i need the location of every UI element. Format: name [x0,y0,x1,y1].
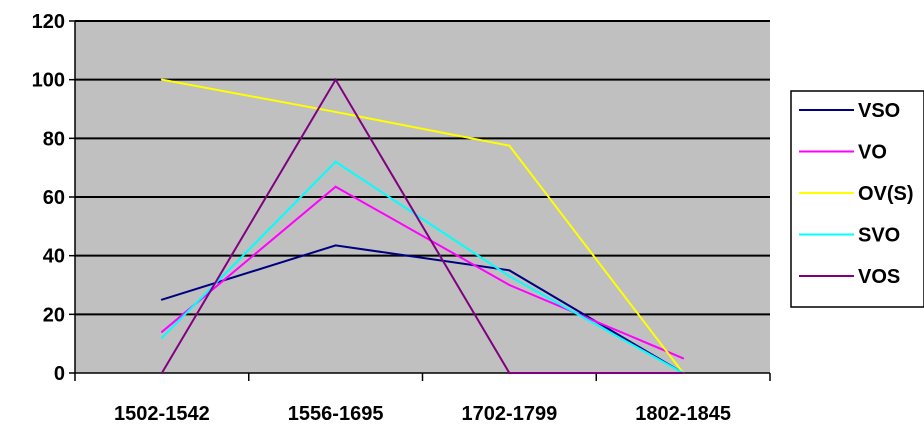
series-line-ovs [161,78,684,374]
legend-label: VOS [858,266,900,288]
data-point [160,372,163,374]
x-tick-label: 1502-1542 [114,403,210,425]
axes: 0 20 40 60 80 100 120 1502-1542 1556-1695 1702-17… [32,11,771,425]
legend-label: VSO [858,100,900,122]
data-point [508,144,511,147]
data-point [334,185,337,188]
y-tick-label: 80 [43,128,65,150]
y-tick-label: 40 [43,246,65,268]
y-tick-label: 60 [43,187,65,209]
x-tick-label: 1702-1799 [462,403,558,425]
data-point [682,357,685,360]
legend-label: VO [858,142,887,164]
data-point [334,160,337,163]
x-tick-label: 1802-1845 [635,403,731,425]
legend-label: OV(S) [858,183,914,205]
data-point [160,78,163,81]
data-point [160,336,163,339]
data-point [508,372,511,374]
legend-label: SVO [858,225,900,247]
series-line-vo [161,185,684,360]
grid-lines [75,20,770,316]
data-point [334,244,337,247]
data-point [508,284,511,286]
legend-box [790,90,924,308]
series-line-svo [161,160,684,374]
y-tick-label: 20 [43,304,65,326]
data-point [160,298,163,301]
data-point [334,110,337,113]
legend: VSO VO OV(S) SVO VOS [790,90,924,308]
series-lines [160,77,685,374]
data-point [682,372,685,374]
y-tick-label: 120 [32,11,65,33]
data-point [160,330,163,333]
data-point [508,275,511,278]
x-tick-label: 1556-1695 [288,403,384,425]
y-tick-label: 100 [32,70,65,92]
y-tick-label: 0 [54,363,65,385]
data-point [334,78,337,81]
data-point [508,269,511,272]
series-line-vos [161,77,684,374]
